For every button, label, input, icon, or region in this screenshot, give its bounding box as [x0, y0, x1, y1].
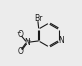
Text: +: + [26, 38, 31, 43]
Text: N: N [24, 38, 30, 47]
Text: N: N [58, 36, 64, 45]
Text: Br: Br [34, 14, 43, 23]
Text: O: O [18, 47, 24, 56]
Text: O: O [17, 30, 23, 39]
Text: −: − [16, 30, 21, 36]
